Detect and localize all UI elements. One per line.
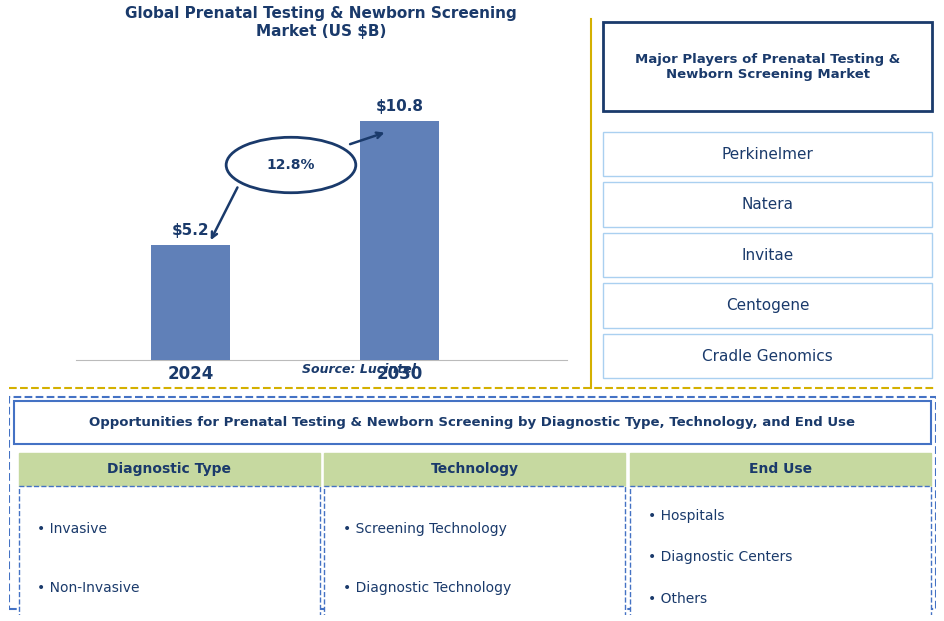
Text: Diagnostic Type: Diagnostic Type	[107, 462, 231, 476]
FancyBboxPatch shape	[603, 233, 931, 277]
Text: Opportunities for Prenatal Testing & Newborn Screening by Diagnostic Type, Techn: Opportunities for Prenatal Testing & New…	[90, 416, 854, 429]
FancyBboxPatch shape	[603, 334, 931, 378]
Title: Global Prenatal Testing & Newborn Screening
Market (US $B): Global Prenatal Testing & Newborn Screen…	[126, 6, 516, 39]
Ellipse shape	[226, 137, 356, 193]
Text: Centogene: Centogene	[725, 298, 809, 313]
Text: • Hospitals: • Hospitals	[648, 509, 724, 523]
FancyBboxPatch shape	[9, 397, 935, 609]
Text: • Others: • Others	[648, 592, 707, 605]
FancyBboxPatch shape	[603, 183, 931, 227]
Text: Invitae: Invitae	[741, 248, 793, 263]
Text: $10.8: $10.8	[376, 99, 423, 114]
Text: • Diagnostic Technology: • Diagnostic Technology	[343, 581, 511, 595]
FancyBboxPatch shape	[19, 486, 319, 621]
Text: End Use: End Use	[748, 462, 811, 476]
FancyBboxPatch shape	[630, 453, 930, 486]
Text: Technology: Technology	[430, 462, 518, 476]
Text: • Screening Technology: • Screening Technology	[343, 522, 506, 535]
Text: • Non-Invasive: • Non-Invasive	[37, 581, 140, 595]
FancyBboxPatch shape	[603, 132, 931, 176]
FancyBboxPatch shape	[324, 486, 625, 621]
Bar	[151, 245, 230, 360]
FancyBboxPatch shape	[603, 22, 931, 111]
FancyBboxPatch shape	[603, 283, 931, 328]
Text: 12.8%: 12.8%	[266, 158, 315, 172]
Text: • Diagnostic Centers: • Diagnostic Centers	[648, 550, 792, 564]
Text: Perkinelmer: Perkinelmer	[721, 147, 813, 161]
Text: Source: Lucintel: Source: Lucintel	[301, 363, 415, 376]
Text: $5.2: $5.2	[172, 223, 210, 238]
Bar	[360, 120, 439, 360]
FancyBboxPatch shape	[324, 453, 625, 486]
Text: Cradle Genomics: Cradle Genomics	[701, 348, 833, 364]
Text: • Invasive: • Invasive	[37, 522, 107, 535]
FancyBboxPatch shape	[630, 486, 930, 621]
Text: Major Players of Prenatal Testing &
Newborn Screening Market: Major Players of Prenatal Testing & Newb…	[634, 53, 900, 81]
FancyBboxPatch shape	[14, 401, 930, 444]
FancyBboxPatch shape	[19, 453, 319, 486]
Text: Natera: Natera	[741, 197, 793, 212]
